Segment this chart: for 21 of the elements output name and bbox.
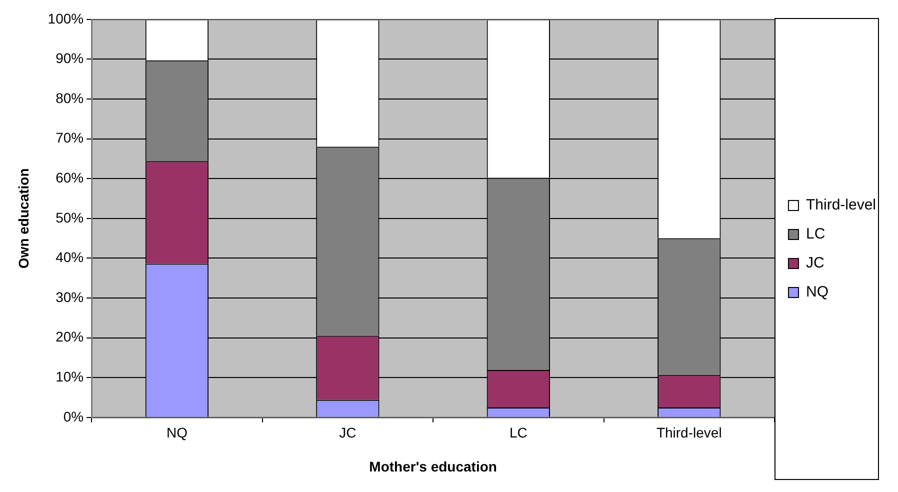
y-tick-label: 100% <box>48 10 84 26</box>
y-tick-label: 70% <box>56 130 84 146</box>
y-tick-label: 0% <box>63 408 84 424</box>
legend-label: JC <box>806 254 824 272</box>
x-tick-label: Third-level <box>656 424 722 441</box>
y-tick-label: 30% <box>56 288 84 305</box>
y-tick-label: 10% <box>56 368 84 384</box>
y-tick-label: 40% <box>56 249 84 266</box>
y-tick-label: 60% <box>56 169 84 186</box>
x-axis-title: Mother's education <box>369 458 497 474</box>
y-tick-label: 20% <box>56 328 84 345</box>
legend-label: LC <box>806 226 826 243</box>
x-tick-label: NQ <box>166 424 188 441</box>
y-tick-label: 50% <box>56 209 84 226</box>
y-tick-label: 90% <box>56 50 84 66</box>
legend-label: Third-level <box>806 196 876 214</box>
x-tick-label: JC <box>339 424 356 441</box>
y-tick-label: 80% <box>56 90 84 106</box>
y-axis-title: Own education <box>15 168 32 269</box>
x-tick-label: LC <box>509 424 528 441</box>
legend-label: NQ <box>806 284 828 301</box>
